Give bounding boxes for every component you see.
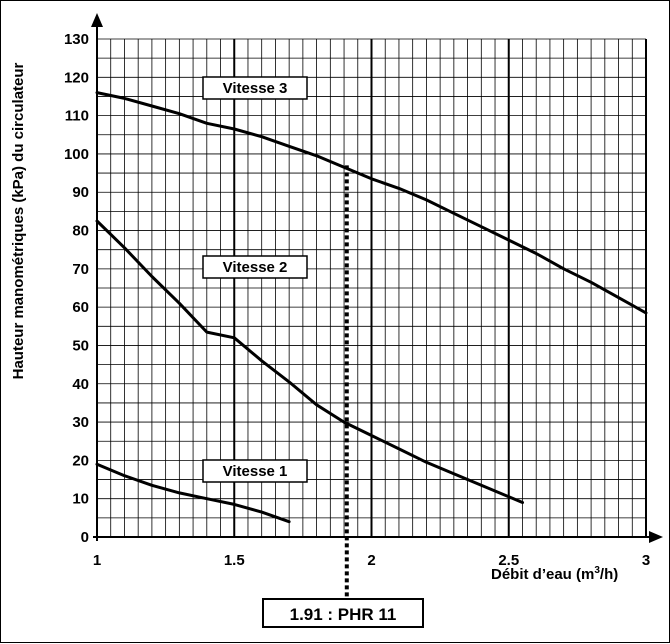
y-tick-label: 110 — [65, 108, 89, 125]
y-tick-label: 100 — [64, 146, 89, 163]
series-line-2 — [95, 219, 524, 504]
x-tick-label: 2 — [367, 552, 375, 569]
x-axis-label: Débit d’eau (m3/h) — [491, 565, 618, 583]
series-label-box — [202, 255, 308, 279]
x-axis-arrow — [649, 531, 663, 543]
y-tick-label: 20 — [72, 452, 89, 469]
y-axis-label: Hauteur manométriques (kPa) du circulate… — [10, 62, 27, 379]
y-tick-label: 30 — [72, 414, 89, 431]
y-tick-label: 10 — [72, 491, 89, 508]
y-tick-label: 70 — [72, 261, 89, 278]
x-tick-label: 1.5 — [224, 552, 245, 569]
y-tick-label: 50 — [72, 337, 89, 354]
series-label-box — [202, 459, 308, 483]
y-axis-arrow — [91, 13, 103, 27]
y-tick-label: 130 — [64, 31, 89, 48]
series-line-1 — [95, 91, 648, 315]
marker-label: 1.91 : PHR 11 — [290, 605, 397, 624]
series-labels: Vitesse 3 Vitesse 2 Vitesse 1 — [202, 76, 308, 483]
series-label: Vitesse 2 — [223, 259, 288, 276]
series-lines — [95, 91, 648, 524]
y-tick-label: 40 — [72, 376, 89, 393]
x-axis-label-main: Débit d’eau (m — [491, 566, 594, 583]
x-tick-label: 3 — [642, 552, 650, 569]
y-tick-label: 80 — [72, 223, 89, 240]
series-label-box — [202, 76, 308, 100]
series-label: Vitesse 3 — [223, 80, 288, 97]
series-line-3 — [95, 462, 291, 524]
y-tick-label: 90 — [72, 184, 89, 201]
minor-grid — [97, 38, 646, 538]
x-tick-label: 1 — [93, 552, 101, 569]
tick-labels: 0 10 20 30 40 50 60 70 80 90 100 110 120 130 1 1.5 2 2.5 3 — [64, 31, 650, 569]
x-tick-label: 2.5 — [498, 552, 519, 569]
marker-label-box — [262, 598, 424, 628]
axes — [91, 13, 663, 543]
y-tick-label: 60 — [72, 299, 89, 316]
series-label: Vitesse 1 — [223, 463, 288, 480]
selection-marker: 1.91 : PHR 11 — [262, 165, 424, 628]
x-axis-label-end: /h) — [600, 566, 618, 583]
y-tick-label: 0 — [81, 529, 89, 546]
x-axis-label-superscript: 3 — [594, 565, 600, 576]
y-tick-label: 120 — [64, 69, 89, 86]
